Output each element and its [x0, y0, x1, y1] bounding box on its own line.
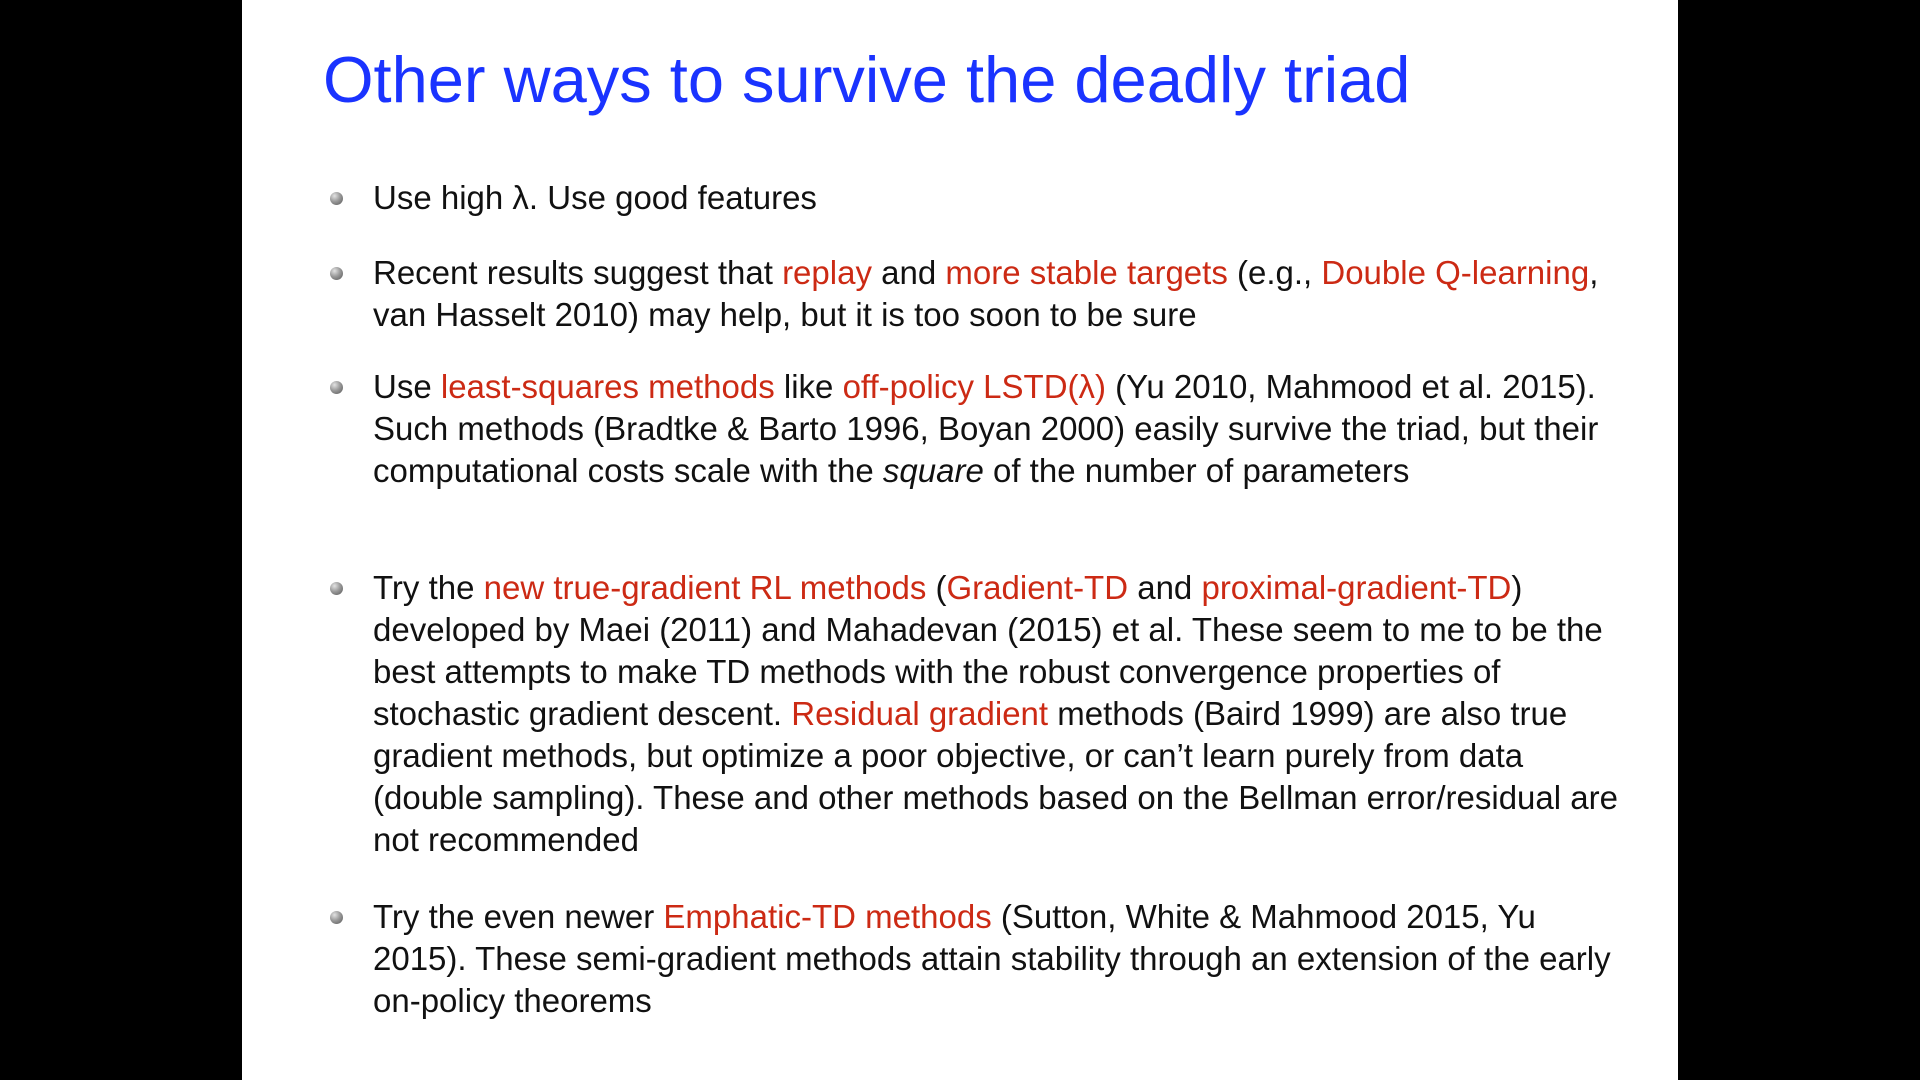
highlight-term: Gradient-TD [946, 569, 1129, 606]
highlight-term: Double Q-learning [1321, 254, 1590, 291]
text-segment: , van Hasselt 2010) may help, but it is … [373, 254, 1599, 333]
highlight-term: more stable targets [945, 254, 1228, 291]
bullet-text: Use least-squares methods like off-polic… [373, 366, 1630, 492]
bullet-item: Try the even newer Emphatic-TD methods (… [330, 896, 1630, 1022]
bullet-item: Use high λ. Use good features [330, 177, 1630, 219]
bullet-text: Try the new true-gradient RL methods (Gr… [373, 567, 1630, 861]
bullet-icon [330, 267, 343, 280]
bullet-icon [330, 582, 343, 595]
text-segment: of the number of parameters [983, 452, 1410, 489]
bullet-text: Use high λ. Use good features [373, 177, 1630, 219]
bullet-text: Recent results suggest that replay and m… [373, 252, 1630, 336]
highlight-term: Emphatic-TD methods [663, 898, 992, 935]
highlight-term: Residual gradient [791, 695, 1049, 732]
highlight-term: least-squares methods [440, 368, 775, 405]
text-segment: ) developed by Maei (2011) and Mahadevan… [373, 569, 1603, 732]
text-segment: Try the [373, 569, 484, 606]
text-segment: and [1128, 569, 1202, 606]
text-segment: ( [926, 569, 947, 606]
text-segment: (e.g., [1227, 254, 1322, 291]
bullet-icon [330, 192, 343, 205]
bullet-item: Use least-squares methods like off-polic… [330, 366, 1630, 492]
bullet-item: Recent results suggest that replay and m… [330, 252, 1630, 336]
text-segment: Use high λ. Use good features [373, 179, 817, 216]
highlight-term: off-policy LSTD(λ) [842, 368, 1107, 405]
text-segment: (Sutton, White & Mahmood 2015, Yu 2015).… [373, 898, 1611, 1019]
text-segment: like [774, 368, 843, 405]
text-segment: and [871, 254, 946, 291]
text-segment: methods (Baird 1999) are also true gradi… [373, 695, 1618, 858]
bullet-item: Try the new true-gradient RL methods (Gr… [330, 567, 1630, 861]
text-segment: Recent results suggest that [373, 254, 783, 291]
highlight-term: new true-gradient RL methods [483, 569, 927, 606]
text-segment: Use [373, 368, 441, 405]
highlight-term: replay [782, 254, 872, 291]
bullet-text: Try the even newer Emphatic-TD methods (… [373, 896, 1630, 1022]
slide: Other ways to survive the deadly triad U… [242, 0, 1678, 1080]
emphasis-term: square [882, 452, 984, 489]
highlight-term: proximal-gradient-TD [1201, 569, 1512, 606]
bullet-icon [330, 911, 343, 924]
bullet-icon [330, 381, 343, 394]
text-segment: Try the even newer [373, 898, 664, 935]
slide-title: Other ways to survive the deadly triad [323, 43, 1411, 116]
text-segment: (Yu 2010, Mahmood et al. 2015). Such met… [373, 368, 1599, 489]
